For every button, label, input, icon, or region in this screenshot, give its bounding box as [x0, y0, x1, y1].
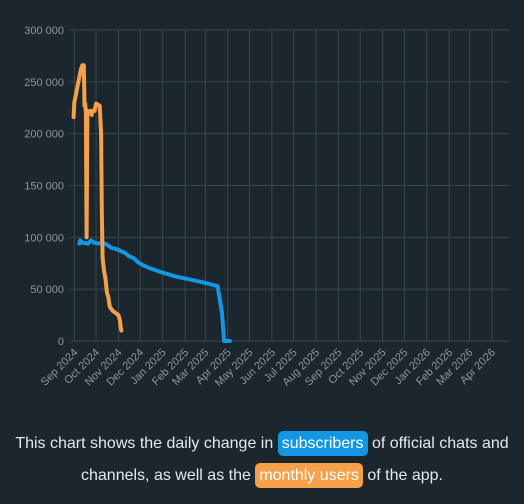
y-tick-label: 150 000: [24, 181, 64, 193]
chart-caption: This chart shows the daily change in sub…: [0, 428, 524, 492]
caption-text-after: of the app.: [367, 467, 443, 484]
y-tick-label: 100 000: [24, 232, 64, 244]
chart: 0 50 000 100 000 150 000 200 000 250 000 300 0…: [24, 25, 510, 389]
caption-text-middle: of official chats and channels, as well …: [81, 435, 509, 484]
subscribers-line: [77, 238, 232, 343]
subscribers-legend-label: subscribers: [277, 431, 368, 456]
y-tick-label: 200 000: [24, 129, 64, 141]
monthly_users-line: [71, 63, 124, 333]
line-chart: 0 50 000 100 000 150 000 200 000 250 000 300 0…: [24, 25, 510, 389]
y-tick-label: 300 000: [24, 25, 64, 37]
monthly-users-legend-label: monthly users: [255, 463, 363, 488]
caption-text-before: This chart shows the daily change in: [15, 435, 274, 452]
y-tick-label: 250 000: [24, 77, 64, 89]
y-tick-label: 50 000: [30, 284, 64, 296]
y-tick-label: 0: [58, 336, 64, 348]
